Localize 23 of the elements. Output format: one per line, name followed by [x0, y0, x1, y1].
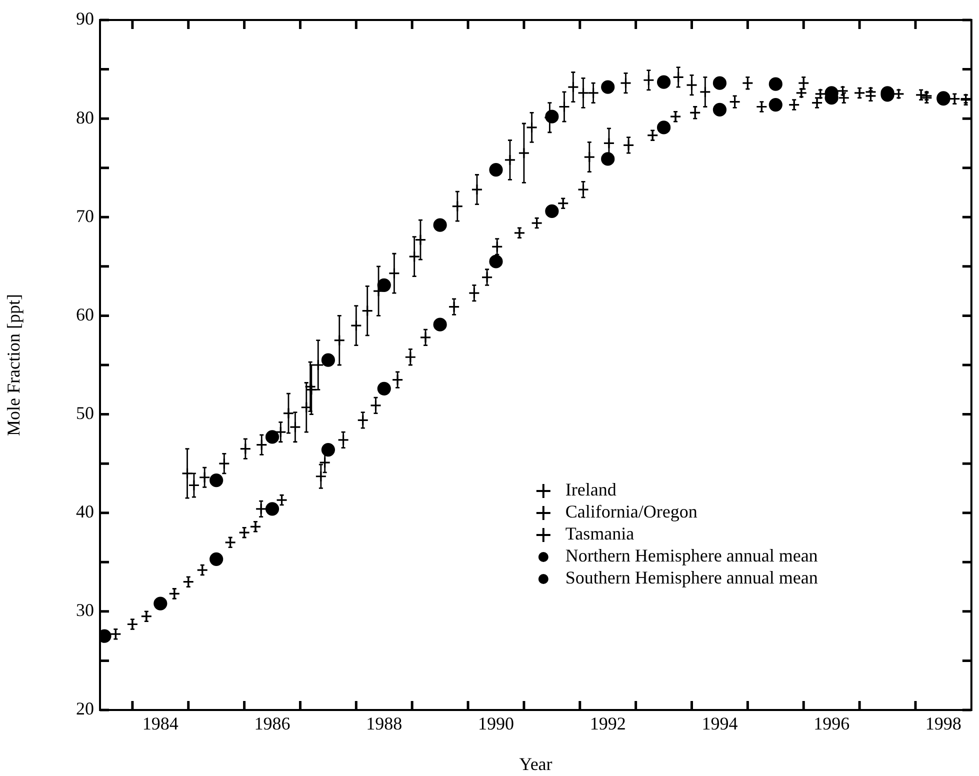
y-tick-label: 70: [76, 206, 94, 226]
x-tick-label: 1986: [254, 714, 290, 734]
x-axis-title: Year: [519, 754, 552, 774]
x-tick-label: 1994: [702, 714, 738, 734]
legend-label: California/Oregon: [565, 502, 698, 522]
y-tick-label: 90: [76, 8, 94, 29]
y-tick-label: 80: [76, 107, 94, 128]
legend-label: Northern Hemisphere annual mean: [565, 546, 818, 566]
x-tick-label: 1996: [814, 714, 850, 734]
legend-label: Tasmania: [565, 524, 634, 544]
x-tick-label: 1992: [590, 714, 626, 734]
x-tick-label: 1990: [478, 714, 514, 734]
x-tick-label: 1988: [366, 714, 402, 734]
x-tick-label: 1984: [142, 714, 178, 734]
y-tick-label: 60: [76, 304, 94, 324]
y-tick-label: 50: [76, 403, 94, 424]
x-tick-label: 1998: [925, 714, 962, 734]
y-tick-label: 20: [76, 698, 94, 719]
legend-label: Ireland: [565, 480, 616, 500]
y-tick-label: 40: [76, 502, 94, 522]
y-tick-label: 30: [76, 600, 94, 620]
y-axis-title: Mole Fraction [ppt]: [4, 294, 24, 436]
legend-label: Southern Hemisphere annual mean: [565, 568, 818, 588]
